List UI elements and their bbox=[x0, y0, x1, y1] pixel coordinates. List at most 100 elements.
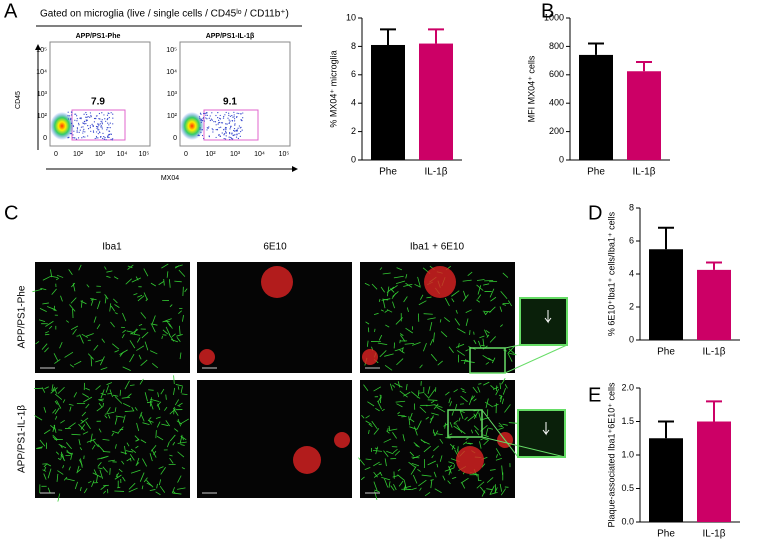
process bbox=[39, 439, 46, 447]
process bbox=[155, 416, 161, 419]
process bbox=[56, 400, 62, 409]
process bbox=[180, 435, 187, 441]
bar bbox=[419, 43, 453, 161]
event bbox=[233, 116, 235, 118]
event bbox=[236, 115, 238, 118]
event bbox=[211, 128, 213, 130]
event bbox=[201, 134, 204, 137]
process bbox=[392, 448, 398, 454]
event bbox=[102, 132, 104, 134]
event bbox=[241, 129, 243, 131]
process bbox=[403, 283, 413, 287]
process bbox=[60, 295, 63, 302]
process bbox=[104, 295, 107, 304]
process bbox=[489, 336, 496, 343]
event bbox=[219, 114, 221, 117]
process bbox=[490, 385, 495, 390]
process bbox=[507, 300, 512, 307]
process bbox=[419, 364, 423, 369]
inset-arrow bbox=[544, 310, 552, 324]
process bbox=[70, 325, 79, 331]
process bbox=[489, 492, 498, 495]
process bbox=[395, 317, 403, 325]
process bbox=[420, 294, 424, 300]
process bbox=[52, 436, 58, 441]
process bbox=[50, 269, 53, 278]
event bbox=[103, 138, 105, 140]
process bbox=[169, 279, 171, 288]
process bbox=[410, 391, 418, 398]
process bbox=[467, 271, 473, 277]
inset bbox=[519, 297, 568, 346]
process bbox=[150, 323, 158, 326]
process bbox=[184, 288, 188, 293]
process bbox=[57, 457, 61, 461]
error-bar bbox=[588, 42, 604, 55]
event bbox=[208, 117, 210, 119]
process bbox=[174, 428, 179, 432]
process bbox=[467, 414, 476, 422]
process bbox=[70, 452, 73, 460]
event bbox=[199, 127, 201, 129]
event bbox=[234, 134, 236, 136]
event bbox=[80, 118, 82, 120]
event bbox=[234, 120, 236, 122]
plaque bbox=[293, 446, 321, 474]
process bbox=[118, 468, 123, 473]
event bbox=[101, 112, 103, 114]
event bbox=[228, 136, 230, 138]
process bbox=[361, 415, 365, 419]
event bbox=[223, 128, 225, 131]
process bbox=[384, 478, 389, 488]
event bbox=[92, 131, 95, 133]
y-tick-label: 600 bbox=[549, 69, 564, 79]
process bbox=[115, 415, 124, 418]
event bbox=[69, 115, 71, 117]
process bbox=[180, 418, 189, 425]
process bbox=[106, 407, 111, 414]
process bbox=[136, 422, 140, 432]
event bbox=[239, 127, 241, 129]
process bbox=[43, 473, 47, 480]
process bbox=[80, 419, 85, 423]
process bbox=[430, 400, 435, 404]
process bbox=[364, 282, 370, 286]
event bbox=[201, 119, 203, 122]
row-title: APP/PS1-IL-1β bbox=[17, 405, 28, 473]
event bbox=[221, 122, 224, 124]
event bbox=[213, 121, 215, 123]
process bbox=[382, 298, 386, 309]
process bbox=[43, 406, 47, 413]
event bbox=[218, 134, 220, 136]
process bbox=[90, 299, 94, 306]
process bbox=[444, 297, 450, 307]
process bbox=[427, 386, 431, 394]
process bbox=[106, 382, 112, 386]
event bbox=[230, 125, 232, 128]
event bbox=[215, 136, 217, 139]
event bbox=[89, 116, 91, 118]
process bbox=[387, 427, 389, 432]
process bbox=[71, 282, 76, 288]
process bbox=[104, 411, 115, 415]
process bbox=[162, 318, 172, 323]
process bbox=[416, 420, 422, 430]
event bbox=[71, 114, 73, 116]
event bbox=[78, 124, 80, 126]
process bbox=[397, 411, 400, 415]
process bbox=[111, 343, 120, 350]
process bbox=[483, 434, 489, 438]
process bbox=[439, 455, 443, 462]
process bbox=[139, 378, 144, 385]
process bbox=[92, 439, 99, 448]
process bbox=[378, 298, 381, 303]
process bbox=[500, 290, 508, 300]
process bbox=[57, 493, 61, 502]
process bbox=[114, 349, 119, 353]
process bbox=[394, 450, 401, 456]
process bbox=[114, 444, 117, 449]
event bbox=[101, 119, 103, 121]
process bbox=[114, 304, 120, 308]
process bbox=[393, 275, 404, 279]
process bbox=[485, 311, 489, 316]
